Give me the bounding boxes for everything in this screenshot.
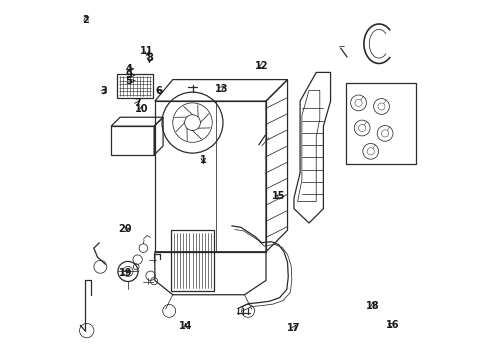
Text: 14: 14 <box>178 321 192 331</box>
Bar <box>117 74 153 98</box>
Text: 2: 2 <box>82 15 89 26</box>
Text: 5: 5 <box>125 76 135 86</box>
Text: 7: 7 <box>134 98 141 108</box>
Text: 9: 9 <box>125 70 135 80</box>
Bar <box>171 230 214 291</box>
Text: 16: 16 <box>385 320 398 330</box>
Text: 17: 17 <box>286 323 300 333</box>
Bar <box>345 83 415 164</box>
Text: 1: 1 <box>200 155 206 165</box>
Text: 11: 11 <box>140 46 153 56</box>
Text: 19: 19 <box>119 267 132 278</box>
Text: 18: 18 <box>366 301 379 311</box>
Text: 10: 10 <box>134 104 148 114</box>
Bar <box>111 126 154 155</box>
Text: 20: 20 <box>119 225 132 234</box>
Text: 3: 3 <box>101 86 107 96</box>
Text: 4: 4 <box>125 64 133 74</box>
Text: 12: 12 <box>254 61 268 71</box>
Text: 8: 8 <box>146 53 153 63</box>
Text: 13: 13 <box>214 84 227 94</box>
Text: 6: 6 <box>156 86 162 96</box>
Text: 15: 15 <box>271 191 285 201</box>
